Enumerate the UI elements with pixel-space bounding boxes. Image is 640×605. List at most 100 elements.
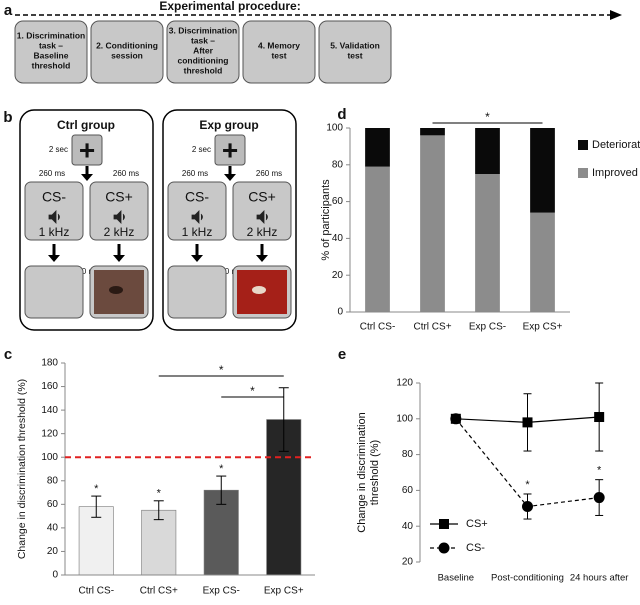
legend-label: CS+ bbox=[466, 518, 488, 530]
procedure-title: Experimental procedure: bbox=[159, 0, 300, 13]
blank-box bbox=[167, 265, 227, 319]
stimulus-frequency: 1 kHz bbox=[182, 225, 213, 239]
y-axis-label: threshold (%) bbox=[369, 440, 381, 505]
step-box bbox=[318, 20, 392, 84]
star-label: * bbox=[525, 479, 530, 491]
x-tick-label: 24 hours after bbox=[570, 573, 629, 584]
star-label: * bbox=[157, 488, 162, 500]
x-tick-label: Baseline bbox=[438, 573, 474, 584]
time-label: 200 ms bbox=[216, 267, 242, 276]
time-label: 2 sec bbox=[49, 145, 68, 154]
step-box bbox=[242, 20, 316, 84]
panel-label: a bbox=[4, 2, 13, 19]
y-tick-label: 40 bbox=[47, 523, 59, 534]
y-tick-label: 40 bbox=[402, 521, 414, 532]
step-text: test bbox=[271, 50, 286, 60]
time-label: 200 ms bbox=[73, 267, 99, 276]
step-text: 3. Discrimination bbox=[169, 25, 238, 35]
star-label: * bbox=[597, 465, 602, 477]
bar-segment bbox=[365, 166, 390, 312]
x-tick-label: Exp CS+ bbox=[523, 322, 563, 333]
arrow-head bbox=[48, 255, 60, 262]
y-tick-label: 100 bbox=[396, 413, 413, 424]
y-tick-label: 20 bbox=[332, 270, 344, 281]
bar-segment bbox=[530, 128, 555, 213]
y-tick-label: 80 bbox=[332, 159, 344, 170]
stimulus-frequency: 2 kHz bbox=[247, 225, 278, 239]
arrow-head bbox=[191, 255, 203, 262]
y-tick-label: 100 bbox=[41, 452, 58, 463]
time-label: 260 ms bbox=[256, 169, 282, 178]
stimulus-box bbox=[167, 181, 227, 241]
photo-eye bbox=[109, 286, 123, 294]
step-text: session bbox=[111, 50, 143, 60]
time-label: 260 ms bbox=[39, 169, 65, 178]
y-axis-label: Change in discrimination bbox=[356, 412, 368, 532]
stimulus-box bbox=[89, 181, 149, 241]
y-tick-label: 180 bbox=[41, 358, 58, 369]
marker bbox=[522, 501, 533, 513]
panel-label: e bbox=[338, 346, 346, 363]
y-axis-label: Change in discrimination threshold (%) bbox=[16, 379, 28, 559]
stimulus-label: CS+ bbox=[248, 189, 276, 205]
y-axis-label: % of participants bbox=[320, 179, 332, 261]
legend-marker bbox=[439, 519, 449, 529]
legend-swatch bbox=[578, 168, 588, 178]
x-tick-label: Ctrl CS- bbox=[360, 322, 396, 333]
stimulus-label: CS- bbox=[185, 189, 209, 205]
stimulus-label: CS- bbox=[42, 189, 66, 205]
marker bbox=[594, 412, 605, 423]
y-tick-label: 0 bbox=[337, 307, 343, 318]
step-box bbox=[90, 20, 164, 84]
arrow-head bbox=[256, 255, 268, 262]
time-label: 2 sec bbox=[192, 145, 211, 154]
blank-box bbox=[24, 265, 84, 319]
step-text: 5. Validation bbox=[330, 40, 380, 50]
y-tick-label: 120 bbox=[396, 378, 413, 389]
marker bbox=[593, 492, 605, 504]
step-text: threshold bbox=[32, 60, 71, 70]
panel-label: b bbox=[3, 109, 12, 126]
step-text: 4. Memory bbox=[258, 40, 300, 50]
fixation-box bbox=[214, 134, 246, 166]
photo-eye bbox=[252, 286, 266, 294]
step-box bbox=[166, 20, 240, 84]
group-title: Ctrl group bbox=[57, 118, 115, 132]
step-text: 1. Discrimination bbox=[17, 30, 86, 40]
step-text: task – bbox=[39, 40, 63, 50]
y-tick-label: 60 bbox=[402, 485, 414, 496]
star-label: * bbox=[219, 463, 224, 475]
y-tick-label: 20 bbox=[402, 557, 414, 568]
significance-label: * bbox=[219, 363, 224, 377]
step-text: task – bbox=[191, 35, 215, 45]
fixation-cross: + bbox=[79, 134, 95, 165]
time-label: 260 ms bbox=[113, 169, 139, 178]
marker bbox=[522, 417, 533, 428]
panel-label: d bbox=[337, 106, 346, 123]
step-text: 2. Conditioning bbox=[96, 40, 158, 50]
y-tick-label: 140 bbox=[41, 405, 58, 416]
speaker-icon bbox=[256, 210, 268, 224]
y-tick-label: 20 bbox=[47, 546, 59, 557]
y-tick-label: 60 bbox=[47, 499, 59, 510]
speaker-icon bbox=[48, 210, 60, 224]
legend-swatch bbox=[578, 140, 588, 150]
bar-segment bbox=[420, 135, 445, 312]
x-tick-label: Exp CS+ bbox=[264, 586, 304, 597]
arrow-head bbox=[224, 174, 236, 181]
time-label: 260 ms bbox=[182, 169, 208, 178]
x-tick-label: Ctrl CS+ bbox=[140, 586, 178, 597]
stimulus-frequency: 2 kHz bbox=[104, 225, 135, 239]
star-label: * bbox=[94, 483, 99, 495]
step-text: conditioning bbox=[178, 55, 229, 65]
step-text: test bbox=[347, 50, 362, 60]
legend-marker bbox=[438, 542, 450, 554]
step-text: Baseline bbox=[34, 50, 69, 60]
marker bbox=[450, 413, 462, 425]
significance-label: * bbox=[250, 384, 255, 398]
stimulus-box bbox=[232, 181, 292, 241]
stimulus-frequency: 1 kHz bbox=[39, 225, 70, 239]
bar-segment bbox=[420, 128, 445, 136]
bar bbox=[78, 506, 114, 576]
y-tick-label: 160 bbox=[41, 381, 58, 392]
